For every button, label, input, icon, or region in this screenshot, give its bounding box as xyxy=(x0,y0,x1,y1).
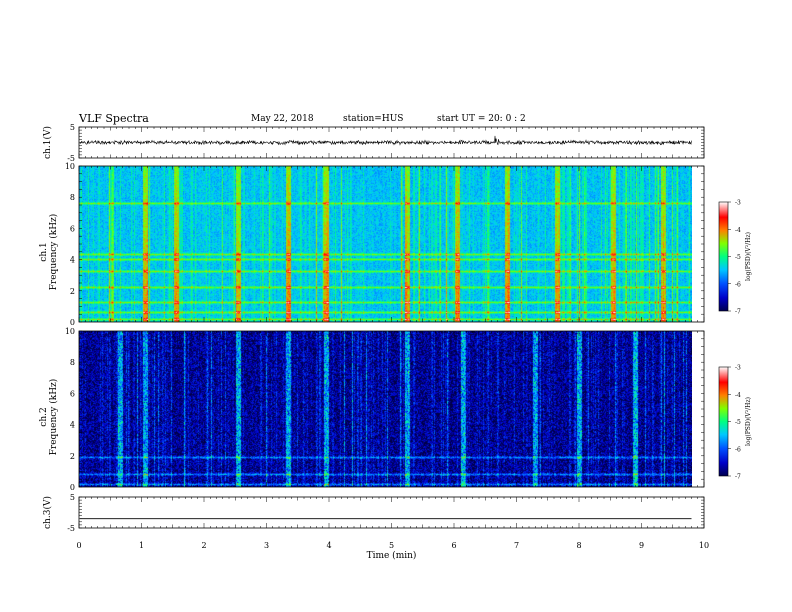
colorbar-tick-label: -5 xyxy=(735,419,741,426)
x-tick-label: 2 xyxy=(201,541,206,550)
colorbar-tick-label: -6 xyxy=(735,281,741,288)
y-tick-label: 2 xyxy=(70,287,75,296)
ch1-waveform-line xyxy=(79,135,692,146)
ch1-waveform-ylabel: ch.1(V) xyxy=(42,126,53,159)
station-label: station=HUS xyxy=(343,114,404,124)
ch3-waveform-ylabel: ch.3(V) xyxy=(42,496,53,529)
colorbar-tick-label: -3 xyxy=(735,200,741,207)
colorbar-tick-label: -6 xyxy=(735,446,741,453)
colorbar-label: log(PSD)(V²/Hz) xyxy=(745,232,752,281)
x-tick-label: 10 xyxy=(699,541,709,550)
x-tick-label: 3 xyxy=(264,541,269,550)
y-tick-label: 0 xyxy=(70,483,75,492)
colorbar-tick-label: -4 xyxy=(735,227,741,234)
colorbar-label: log(PSD)(V²/Hz) xyxy=(745,397,752,446)
colorbar-tick-label: -5 xyxy=(735,254,741,261)
x-axis-label: Time (min) xyxy=(367,550,417,561)
spectrogram-ylabel-2: ch.2 xyxy=(39,407,49,426)
colorbar-tick-label: -7 xyxy=(735,474,741,481)
y-tick-label: 4 xyxy=(70,256,75,265)
date-label: May 22, 2018 xyxy=(251,114,314,124)
spectrogram-ylabel-1: ch.1 xyxy=(39,242,49,261)
y-tick-label: 10 xyxy=(65,162,75,171)
colorbar-tick-label: -4 xyxy=(735,392,741,399)
colorbar-1 xyxy=(718,201,729,312)
spectrogram-image xyxy=(79,166,692,322)
y-tick-label: 8 xyxy=(70,193,75,202)
colorbar-tick-label: -7 xyxy=(735,309,741,316)
y-tick-label: -5 xyxy=(67,154,75,163)
y-tick-label: 5 xyxy=(70,123,75,132)
start-time-label: start UT = 20: 0 : 2 xyxy=(437,114,526,124)
spectrogram-ylabel-2: Frequency (kHz) xyxy=(48,379,59,456)
y-tick-label: 0 xyxy=(70,318,75,327)
spectrogram-image xyxy=(79,331,692,487)
spectrogram-ylabel-1: Frequency (kHz) xyxy=(48,214,59,291)
x-tick-label: 6 xyxy=(451,541,456,550)
x-tick-label: 1 xyxy=(139,541,144,550)
x-tick-label: 8 xyxy=(576,541,581,550)
x-tick-label: 9 xyxy=(639,541,644,550)
colorbar-2 xyxy=(718,366,729,477)
y-tick-label: 8 xyxy=(70,358,75,367)
y-tick-label: -5 xyxy=(67,524,75,533)
y-tick-label: 6 xyxy=(70,224,75,233)
y-tick-label: 10 xyxy=(65,327,75,336)
x-tick-label: 7 xyxy=(514,541,519,550)
colorbar-tick-label: -3 xyxy=(735,365,741,372)
y-tick-label: 5 xyxy=(70,493,75,502)
x-tick-label: 4 xyxy=(326,541,331,550)
y-tick-label: 4 xyxy=(70,421,75,430)
y-tick-label: 2 xyxy=(70,452,75,461)
x-tick-label: 0 xyxy=(76,541,81,550)
x-tick-label: 5 xyxy=(389,541,394,550)
y-tick-label: 6 xyxy=(70,389,75,398)
chart-title: VLF Spectra xyxy=(79,112,149,125)
